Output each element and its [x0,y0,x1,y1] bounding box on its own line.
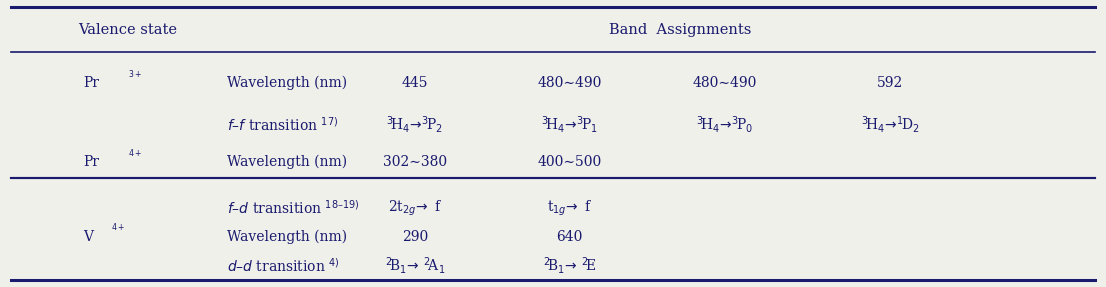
Text: $d$–$d$ transition $^{4)}$: $d$–$d$ transition $^{4)}$ [227,257,340,274]
Text: Wavelength (nm): Wavelength (nm) [227,76,347,90]
Text: 2t$_{2g}\!\rightarrow$ f: 2t$_{2g}\!\rightarrow$ f [387,198,442,218]
Text: $^3\!$H$_4\!\rightarrow\!^3\!$P$_0$: $^3\!$H$_4\!\rightarrow\!^3\!$P$_0$ [696,114,753,135]
Text: $^2\!$B$_1\!\rightarrow\,^2\!$E: $^2\!$B$_1\!\rightarrow\,^2\!$E [543,255,596,276]
Text: 480∼490: 480∼490 [538,76,602,90]
Text: Band  Assignments: Band Assignments [609,23,751,37]
Text: $^2\!$B$_1\!\rightarrow\,^2\!$A$_1$: $^2\!$B$_1\!\rightarrow\,^2\!$A$_1$ [385,255,445,276]
Text: Valence state: Valence state [77,23,177,37]
Text: 640: 640 [556,230,583,244]
Text: $f$–$f$ transition $^{17)}$: $f$–$f$ transition $^{17)}$ [227,116,338,134]
Text: $^3\!$H$_4\!\rightarrow\!^1\!$D$_2$: $^3\!$H$_4\!\rightarrow\!^1\!$D$_2$ [860,114,920,135]
Text: 290: 290 [401,230,428,244]
Text: $f$–$d$ transition $^{18–19)}$: $f$–$d$ transition $^{18–19)}$ [227,199,359,217]
Text: $^{4+}$: $^{4+}$ [111,223,125,233]
Text: Wavelength (nm): Wavelength (nm) [227,230,347,244]
Text: 445: 445 [401,76,428,90]
Text: 400∼500: 400∼500 [538,155,602,169]
Text: $^{4+}$: $^{4+}$ [128,149,143,158]
Text: $^3\!$H$_4\!\rightarrow\!^3\!$P$_2$: $^3\!$H$_4\!\rightarrow\!^3\!$P$_2$ [386,114,444,135]
Text: $^{3+}$: $^{3+}$ [128,70,143,79]
Text: 302∼380: 302∼380 [383,155,447,169]
Text: V: V [83,230,93,244]
Text: 592: 592 [877,76,904,90]
Text: t$_{1g}\!\rightarrow$ f: t$_{1g}\!\rightarrow$ f [546,198,593,218]
Text: Pr: Pr [83,76,98,90]
Text: Wavelength (nm): Wavelength (nm) [227,155,347,169]
Text: Pr: Pr [83,155,98,169]
Text: 480∼490: 480∼490 [692,76,757,90]
Text: $^3\!$H$_4\!\rightarrow\!^3\!$P$_1$: $^3\!$H$_4\!\rightarrow\!^3\!$P$_1$ [541,114,598,135]
